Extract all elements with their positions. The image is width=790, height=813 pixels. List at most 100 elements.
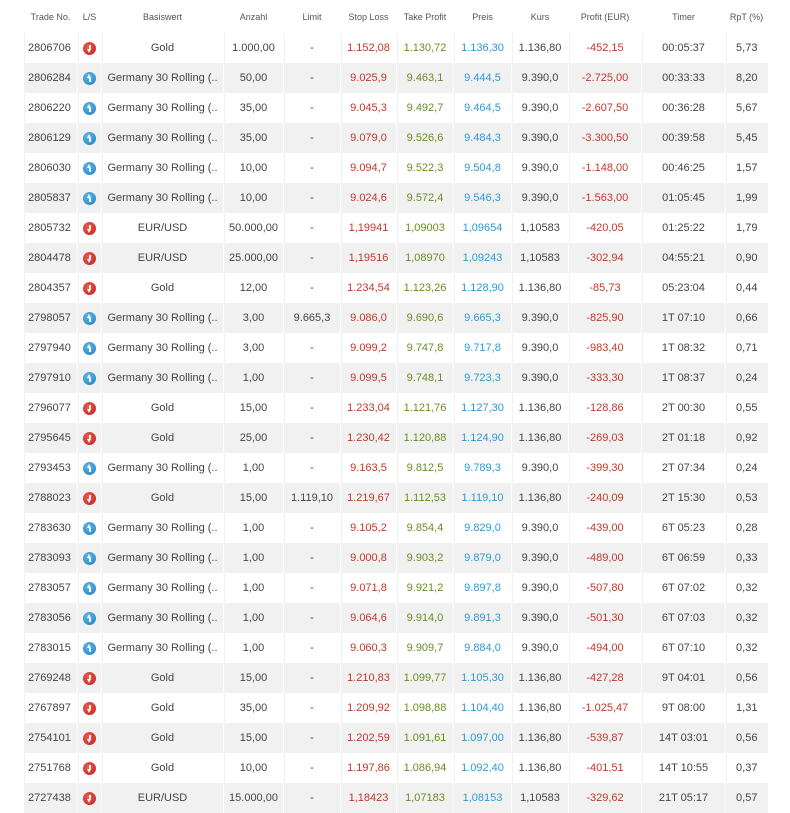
table-row[interactable]: 2783630 Germany 30 Rolling (.. 1,00-9.105,… — [23, 513, 768, 543]
cell-kurs: 1.136,80 — [511, 753, 569, 783]
cell-ls — [77, 603, 102, 633]
cell-profit: -399,30 — [568, 453, 642, 483]
column-header-kurs[interactable]: Kurs — [530, 11, 550, 22]
arrow-up-icon — [83, 341, 96, 355]
table-row[interactable]: 2798057 Germany 30 Rolling (.. 3,00 9.665,3… — [23, 303, 768, 333]
table-row[interactable]: 2783056 Germany 30 Rolling (.. 1,00-9.064,… — [23, 603, 768, 633]
table-row[interactable]: 2754101 Gold 15,00-1.202,59 1.091,61 1.097,0… — [23, 723, 768, 753]
column-header-rpt[interactable]: RpT (%) — [729, 11, 764, 22]
cell-preis: 9.884,0 — [453, 633, 512, 663]
table-row[interactable]: 2769248 Gold 15,00-1.210,83 1.099,77 1.105,3… — [23, 663, 768, 693]
cell-preis: 1,08153 — [453, 783, 512, 813]
arrow-down-icon — [83, 431, 96, 445]
column-header-trade-no[interactable]: Trade No. — [30, 11, 71, 22]
cell-profit: -269,03 — [568, 423, 642, 453]
cell-profit: -1.148,00 — [568, 153, 642, 183]
cell-basiswert: Gold — [101, 723, 224, 753]
cell-preis: 9.464,5 — [453, 93, 512, 123]
table-row[interactable]: 2783093 Germany 30 Rolling (.. 1,00-9.000,… — [23, 543, 768, 573]
cell-stop-loss: 9.064,6 — [340, 603, 397, 633]
cell-rpt: 0,37 — [725, 753, 768, 783]
cell-trade-no: 2805837 — [23, 183, 78, 213]
cell-profit: -452,15 — [568, 33, 642, 63]
table-row[interactable]: 2806129 Germany 30 Rolling (.. 35,00-9.079… — [23, 123, 768, 153]
cell-limit: - — [283, 783, 341, 813]
cell-limit: - — [283, 753, 341, 783]
cell-ls — [77, 543, 102, 573]
cell-trade-no: 2806706 — [23, 33, 78, 63]
cell-timer: 6T 05:23 — [641, 513, 726, 543]
cell-preis: 9.504,8 — [453, 153, 512, 183]
table-row[interactable]: 2806706 Gold 1.000,00-1.152,08 1.130,72 1.13… — [23, 33, 768, 63]
table-row[interactable]: 2783015 Germany 30 Rolling (.. 1,00-9.060,… — [23, 633, 768, 663]
cell-trade-no: 2783630 — [23, 513, 78, 543]
column-header-stop-loss[interactable]: Stop Loss — [348, 11, 389, 22]
cell-rpt: 5,45 — [725, 123, 768, 153]
cell-timer: 00:33:33 — [641, 63, 726, 93]
cell-limit: - — [283, 663, 341, 693]
cell-rpt: 0,32 — [725, 633, 768, 663]
cell-timer: 2T 00:30 — [641, 393, 726, 423]
cell-anzahl: 15,00 — [223, 483, 284, 513]
column-header-anzahl[interactable]: Anzahl — [239, 11, 268, 22]
cell-anzahl: 1,00 — [223, 453, 284, 483]
cell-limit: - — [283, 693, 341, 723]
table-row[interactable]: 2751768 Gold 10,00-1.197,86 1.086,94 1.092,4… — [23, 753, 768, 783]
cell-ls — [77, 303, 102, 333]
table-row[interactable]: 2783057 Germany 30 Rolling (.. 1,00-9.071,… — [23, 573, 768, 603]
cell-trade-no: 2783015 — [23, 633, 78, 663]
column-header-basiswert[interactable]: Basiswert — [142, 11, 182, 22]
table-row[interactable]: 2806030 Germany 30 Rolling (.. 10,00-9.094… — [23, 153, 768, 183]
cell-profit: -401,51 — [568, 753, 642, 783]
cell-ls — [77, 483, 102, 513]
cell-anzahl: 1,00 — [223, 573, 284, 603]
cell-preis: 9.891,3 — [453, 603, 512, 633]
table-row[interactable]: 2805837 Germany 30 Rolling (.. 10,00-9.024… — [23, 183, 768, 213]
cell-basiswert: EUR/USD — [101, 243, 224, 273]
table-row[interactable]: 2796077 Gold 15,00-1.233,04 1.121,76 1.127,3… — [23, 393, 768, 423]
arrow-down-icon — [83, 491, 96, 505]
cell-ls — [77, 333, 102, 363]
cell-stop-loss: 9.025,9 — [340, 63, 397, 93]
column-header-timer[interactable]: Timer — [672, 11, 695, 22]
cell-kurs: 1.136,80 — [511, 273, 569, 303]
cell-take-profit: 9.921,2 — [396, 573, 454, 603]
cell-kurs: 1.136,80 — [511, 33, 569, 63]
cell-stop-loss: 1.197,86 — [340, 753, 397, 783]
column-header-limit[interactable]: Limit — [302, 11, 322, 22]
table-row[interactable]: 2797910 Germany 30 Rolling (.. 1,00-9.099,… — [23, 363, 768, 393]
cell-ls — [77, 153, 102, 183]
table-row[interactable]: 2797940 Germany 30 Rolling (.. 3,00-9.099,… — [23, 333, 768, 363]
cell-ls — [77, 573, 102, 603]
table-row[interactable]: 2795645 Gold 25,00-1.230,42 1.120,88 1.124,9… — [23, 423, 768, 453]
table-row[interactable]: 2727438 EUR/USD 15.000,00-1,18423 1,07183 1,… — [23, 783, 768, 813]
cell-preis: 1.092,40 — [453, 753, 512, 783]
table-row[interactable]: 2806284 Germany 30 Rolling (.. 50,00-9.025… — [23, 63, 768, 93]
column-header-profit[interactable]: Profit (EUR) — [580, 11, 630, 22]
cell-basiswert: Germany 30 Rolling (.. — [101, 303, 224, 333]
table-row[interactable]: 2804478 EUR/USD 25.000,00-1,19516 1,08970 1,… — [23, 243, 768, 273]
cell-profit: -1.025,47 — [568, 693, 642, 723]
cell-rpt: 0,90 — [725, 243, 768, 273]
column-header-take-profit[interactable]: Take Profit — [403, 11, 447, 22]
cell-stop-loss: 1,19941 — [340, 213, 397, 243]
table-row[interactable]: 2788023 Gold 15,00 1.119,10 1.219,67 1.112,53… — [23, 483, 768, 513]
cell-anzahl: 1,00 — [223, 603, 284, 633]
arrow-down-icon — [83, 251, 96, 265]
table-row[interactable]: 2793453 Germany 30 Rolling (.. 1,00-9.163,… — [23, 453, 768, 483]
cell-basiswert: Germany 30 Rolling (.. — [101, 453, 224, 483]
table-row[interactable]: 2767897 Gold 35,00-1.209,92 1.098,88 1.104,4… — [23, 693, 768, 723]
cell-trade-no: 2805732 — [23, 213, 78, 243]
cell-preis: 9.789,3 — [453, 453, 512, 483]
table-row[interactable]: 2806220 Germany 30 Rolling (.. 35,00-9.045… — [23, 93, 768, 123]
column-header-preis[interactable]: Preis — [472, 11, 493, 22]
table-row[interactable]: 2805732 EUR/USD 50.000,00-1,19941 1,09003 1,… — [23, 213, 768, 243]
cell-rpt: 1,79 — [725, 213, 768, 243]
cell-profit: -507,80 — [568, 573, 642, 603]
cell-anzahl: 1.000,00 — [223, 33, 284, 63]
column-header-ls[interactable]: L/S — [82, 11, 97, 22]
cell-rpt: 0,92 — [725, 423, 768, 453]
cell-ls — [77, 243, 102, 273]
table-row[interactable]: 2804357 Gold 12,00-1.234,54 1.123,26 1.128,9… — [23, 273, 768, 303]
cell-stop-loss: 9.060,3 — [340, 633, 397, 663]
